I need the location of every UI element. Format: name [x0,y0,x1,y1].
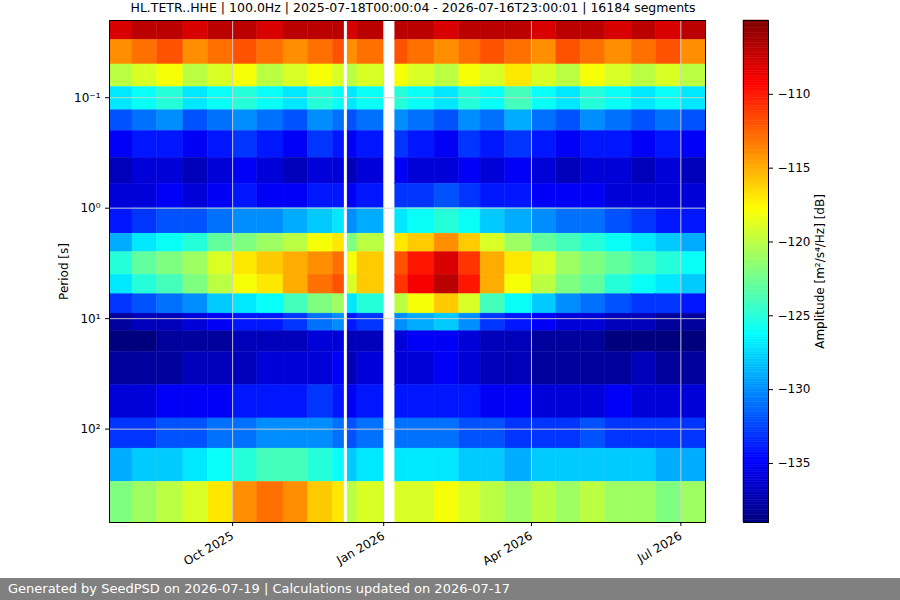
html-text:HL.TETR..HHE | 100.0Hz | 2025-: HL.TETR..HHE | 100.0Hz | 2025-07-18T00:0… [130,0,696,15]
html-text:Generated by SeedPSD on 2026-0: Generated by SeedPSD on 2026-07-19 | Cal… [8,581,510,596]
svg-text:10²: 10² [80,422,100,436]
svg-text:Jan 2026: Jan 2026 [333,529,387,568]
svg-text:Oct 2025: Oct 2025 [181,529,236,569]
svg-text:10¹: 10¹ [80,312,100,326]
svg-text:Jul 2026: Jul 2026 [634,529,684,566]
svg-text:10⁰: 10⁰ [80,201,100,215]
svg-text:−120: −120 [778,235,811,249]
svg-text:−135: −135 [778,456,811,470]
svg-text:−110: −110 [778,87,811,101]
svg-text:−115: −115 [778,161,811,175]
svg-text:10⁻¹: 10⁻¹ [74,91,101,105]
svg-text:Apr 2026: Apr 2026 [480,529,535,569]
svg-text:Amplitude [m²/s⁴/Hz] [dB]: Amplitude [m²/s⁴/Hz] [dB] [813,194,827,349]
svg-text:Period [s]: Period [s] [57,243,71,300]
svg-text:−130: −130 [778,382,811,396]
svg-text:−125: −125 [778,309,811,323]
